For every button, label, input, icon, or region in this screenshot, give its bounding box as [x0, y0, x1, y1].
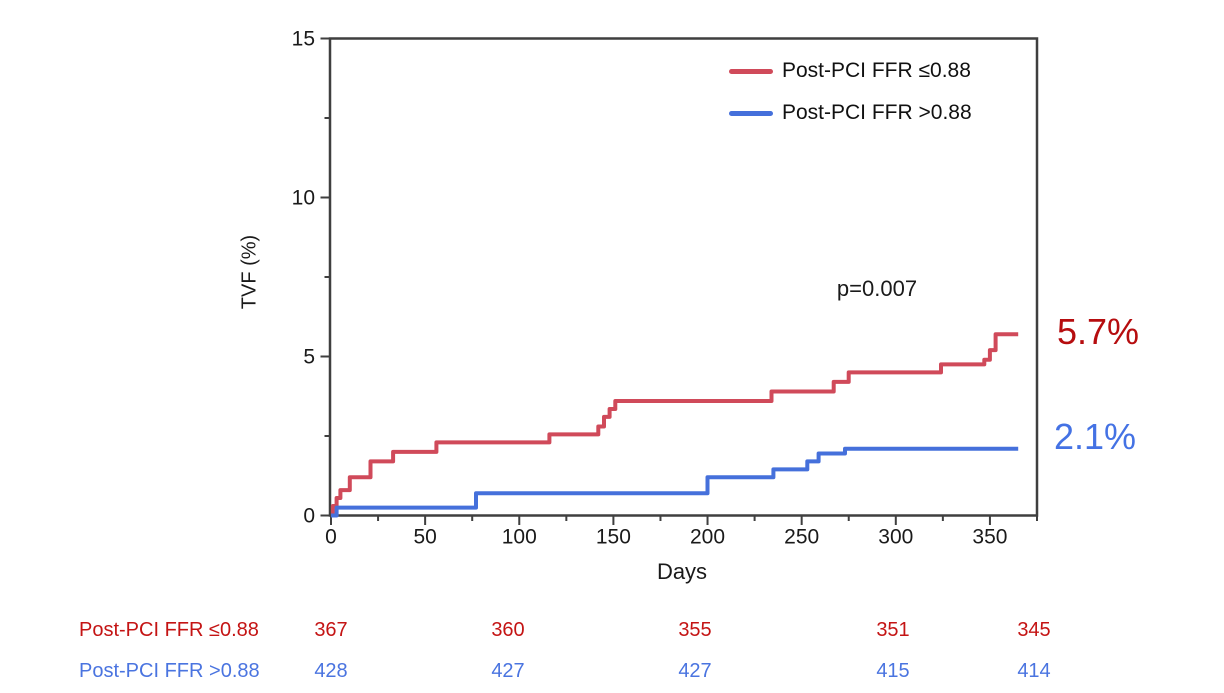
x-tick-label-150: 150 [596, 526, 631, 549]
at-risk-count-row1-col3: 355 [678, 619, 712, 641]
legend-label-ffr-gt-088: Post-PCI FFR >0.88 [782, 101, 972, 124]
legend-line-swatch-blue [729, 110, 773, 116]
curve-post-pci-ffr-0-88 [331, 446, 1019, 518]
at-risk-count-row2-col2: 427 [491, 660, 525, 682]
legend-label-ffr-le-088: Post-PCI FFR ≤0.88 [782, 59, 971, 82]
x-axis-title: Days [656, 559, 708, 584]
p-value-annotation: p=0.007 [836, 276, 918, 301]
x-tick-label-50: 50 [413, 526, 436, 549]
at-risk-count-row2-col3: 427 [678, 660, 712, 682]
at-risk-count-row1-col1: 367 [314, 619, 348, 641]
end-label-ffr-gt-088: 2.1% [1054, 416, 1137, 457]
x-tick-label-300: 300 [878, 526, 913, 549]
y-tick-label-0: 0 [303, 505, 315, 528]
end-label-ffr-le-088: 5.7% [1057, 311, 1140, 352]
at-risk-count-row1-col5: 345 [1017, 619, 1051, 641]
y-tick-label-5: 5 [303, 346, 315, 369]
at-risk-count-row2-col5: 414 [1017, 660, 1051, 682]
legend-item-ffr-le-088: Post-PCI FFR ≤0.88 [729, 57, 972, 85]
x-tick-label-250: 250 [784, 526, 819, 549]
at-risk-count-row2-col4: 415 [876, 660, 910, 682]
legend-line-swatch-red [729, 68, 773, 74]
risk-row-label-post-pci-ffr-0-88: Post-PCI FFR ≤0.88 [79, 619, 259, 641]
curve-post-pci-ffr-0-88 [330, 332, 1019, 518]
y-tick-label-10: 10 [292, 187, 315, 210]
x-tick-label-350: 350 [972, 526, 1007, 549]
y-axis-title: TVF (%) [238, 234, 261, 310]
legend-item-ffr-gt-088: Post-PCI FFR >0.88 [729, 99, 972, 127]
at-risk-count-row2-col1: 428 [314, 660, 348, 682]
x-tick-label-0: 0 [325, 526, 337, 549]
y-tick-label-15: 15 [292, 28, 315, 51]
legend: Post-PCI FFR ≤0.88 Post-PCI FFR >0.88 [729, 57, 972, 127]
x-tick-label-200: 200 [690, 526, 725, 549]
x-tick-label-100: 100 [502, 526, 537, 549]
at-risk-count-row1-col2: 360 [491, 619, 525, 641]
risk-row-label-post-pci-ffr-0-88: Post-PCI FFR >0.88 [79, 660, 260, 682]
at-risk-count-row1-col4: 351 [876, 619, 910, 641]
